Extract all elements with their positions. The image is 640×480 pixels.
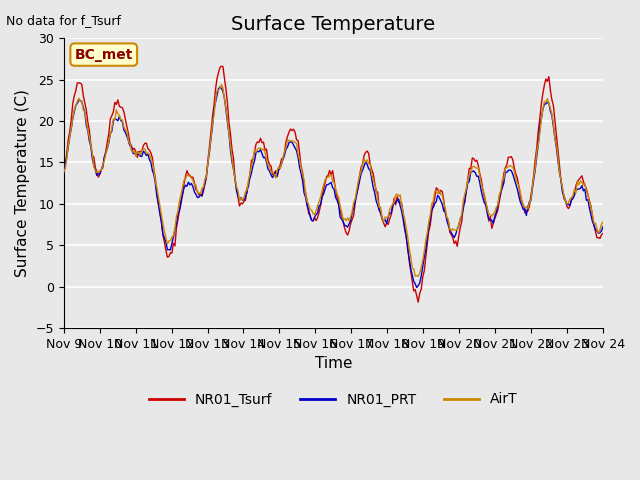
AirT bbox=[599, 219, 607, 225]
Title: Surface Temperature: Surface Temperature bbox=[231, 15, 435, 34]
Line: NR01_Tsurf: NR01_Tsurf bbox=[64, 66, 603, 302]
Text: No data for f_Tsurf: No data for f_Tsurf bbox=[6, 14, 122, 27]
AirT bbox=[126, 140, 134, 145]
Text: BC_met: BC_met bbox=[75, 48, 133, 61]
NR01_PRT bbox=[572, 187, 580, 192]
NR01_Tsurf bbox=[222, 86, 230, 92]
AirT bbox=[60, 169, 68, 175]
NR01_PRT bbox=[249, 163, 257, 168]
AirT bbox=[572, 190, 580, 196]
Legend: NR01_Tsurf, NR01_PRT, AirT: NR01_Tsurf, NR01_PRT, AirT bbox=[143, 387, 523, 412]
AirT bbox=[414, 274, 422, 279]
NR01_Tsurf bbox=[249, 157, 257, 163]
NR01_PRT bbox=[216, 84, 224, 90]
NR01_Tsurf bbox=[599, 230, 607, 236]
NR01_Tsurf bbox=[414, 299, 422, 305]
NR01_Tsurf bbox=[572, 183, 580, 189]
AirT bbox=[297, 165, 305, 171]
NR01_PRT bbox=[413, 285, 420, 290]
NR01_PRT bbox=[126, 143, 134, 148]
NR01_Tsurf bbox=[218, 63, 225, 69]
NR01_PRT bbox=[297, 170, 305, 176]
NR01_PRT bbox=[222, 107, 230, 113]
NR01_PRT bbox=[60, 169, 68, 175]
Y-axis label: Surface Temperature (C): Surface Temperature (C) bbox=[15, 89, 30, 277]
Line: AirT: AirT bbox=[64, 84, 603, 276]
NR01_Tsurf bbox=[297, 164, 305, 169]
NR01_Tsurf bbox=[240, 198, 248, 204]
NR01_Tsurf bbox=[60, 170, 68, 176]
X-axis label: Time: Time bbox=[315, 356, 352, 371]
AirT bbox=[240, 194, 248, 200]
NR01_PRT bbox=[599, 224, 607, 229]
AirT bbox=[222, 105, 230, 111]
NR01_PRT bbox=[240, 197, 248, 203]
AirT bbox=[218, 82, 225, 87]
Line: NR01_PRT: NR01_PRT bbox=[64, 87, 603, 288]
AirT bbox=[249, 157, 257, 163]
NR01_Tsurf bbox=[126, 140, 134, 145]
